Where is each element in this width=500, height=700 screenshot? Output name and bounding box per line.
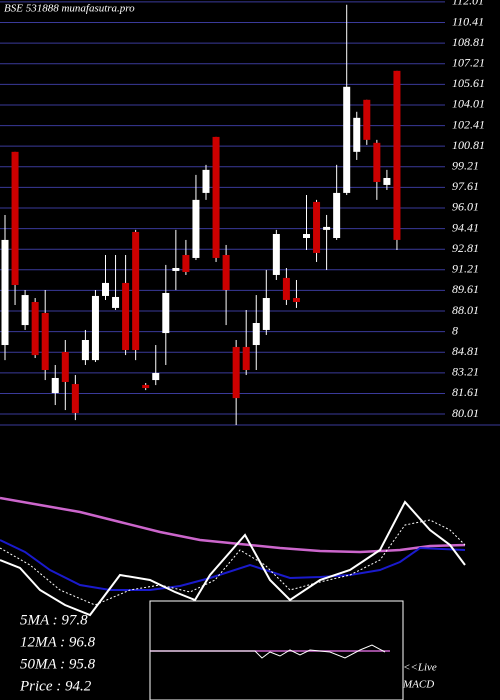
candle-body — [51, 377, 59, 394]
candle-body — [61, 351, 69, 382]
y-tick-label: 94.41 — [452, 220, 479, 234]
y-tick-label: 110.41 — [452, 14, 484, 28]
legend-entry: 12MA : 96.8 — [20, 634, 96, 650]
grid — [0, 1, 445, 415]
candle-body — [232, 346, 240, 399]
y-tick-label: 81.61 — [452, 385, 479, 399]
macd-label: MACD — [402, 679, 434, 691]
candle-body — [81, 340, 89, 361]
y-tick-label: 91.21 — [452, 262, 479, 276]
candle-body — [11, 151, 19, 286]
candle-body — [122, 282, 130, 351]
ma-50-line — [0, 496, 466, 554]
y-tick-label: 108.81 — [452, 35, 485, 49]
candle-body — [222, 255, 230, 291]
y-tick-label: 105.61 — [452, 76, 485, 90]
y-tick-label: 89.61 — [452, 282, 479, 296]
candle-body — [182, 255, 190, 272]
candle-body — [91, 295, 99, 361]
y-tick-label: 96.01 — [452, 200, 479, 214]
macd-line — [150, 644, 386, 659]
candle-body — [363, 99, 371, 140]
macd-label: <<Live — [403, 662, 437, 674]
candle-body — [383, 177, 391, 185]
ma-5-line — [0, 519, 466, 606]
ma-12-line — [0, 539, 466, 591]
candle-body — [343, 86, 351, 193]
candle-body — [353, 117, 361, 152]
candle-body — [162, 292, 170, 334]
y-tick-label: 100.81 — [452, 138, 485, 152]
candle-body — [31, 302, 39, 356]
candle-body — [112, 296, 120, 308]
y-tick-label: 107.21 — [452, 56, 485, 70]
candle-body — [272, 234, 280, 275]
candle-body — [192, 199, 200, 258]
y-tick-label: 92.81 — [452, 241, 479, 255]
legend-entry: Price : 94.2 — [19, 678, 92, 694]
y-tick-label: 99.21 — [452, 159, 479, 173]
candle-body — [21, 295, 29, 326]
candle-body — [212, 136, 220, 258]
indicator-panel — [0, 496, 466, 700]
chart-title: BSE 531888 munafasutra.pro — [4, 3, 135, 15]
candle-body — [41, 312, 49, 371]
candle-body — [142, 384, 150, 389]
candle-body — [282, 277, 290, 300]
candle-body — [323, 226, 331, 230]
y-tick-label: 104.01 — [452, 97, 485, 111]
candle-body — [102, 282, 109, 296]
y-tick-label: 84.81 — [452, 344, 479, 358]
candle-body — [303, 234, 310, 238]
candle-body — [292, 298, 300, 303]
y-tick-label: 112.01 — [452, 0, 484, 8]
legend-entry: 50MA : 95.8 — [20, 656, 96, 672]
candle-body — [202, 169, 210, 193]
candle-body — [152, 372, 160, 381]
y-tick-label: 102.41 — [452, 117, 485, 131]
candle-body — [252, 323, 260, 346]
price-line — [0, 500, 466, 617]
candle-body — [333, 192, 341, 238]
legend-entry: 5MA : 97.8 — [20, 612, 88, 628]
candle-body — [71, 384, 79, 414]
candle-body — [1, 239, 9, 346]
candle-body — [242, 346, 250, 371]
y-tick-label: 80.01 — [452, 406, 479, 420]
y-tick-label: 83.21 — [452, 365, 479, 379]
candle-body — [132, 231, 140, 351]
y-tick-label: 88.01 — [452, 303, 479, 317]
candle-body — [313, 201, 321, 253]
y-tick-label: 97.61 — [452, 179, 479, 193]
candle-body — [172, 268, 180, 271]
candle-body — [262, 298, 270, 330]
candle-body — [373, 142, 381, 182]
candle-body — [393, 70, 401, 240]
y-tick-label: 8 — [452, 323, 458, 337]
